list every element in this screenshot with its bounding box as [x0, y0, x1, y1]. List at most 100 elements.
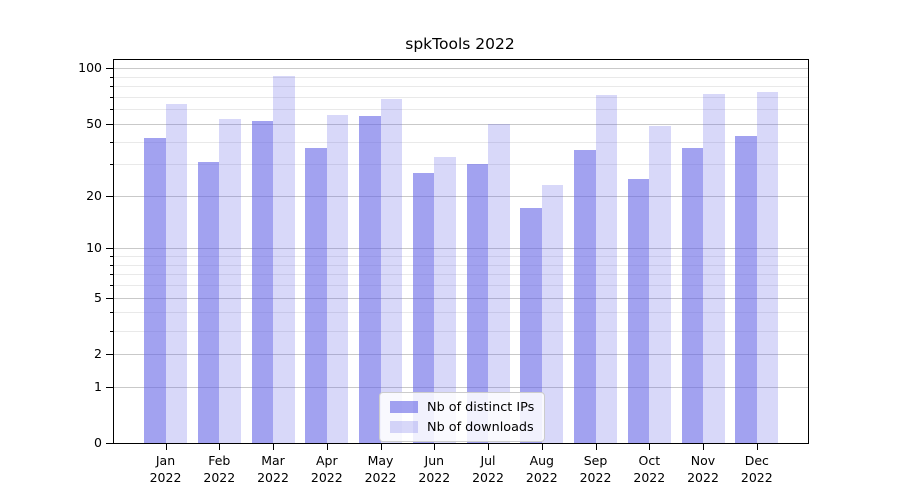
bar-distinct-ips-mar — [251, 120, 273, 443]
x-tick-label: Jun 2022 — [418, 453, 451, 485]
legend-item-distinct-ips: Nb of distinct IPs — [390, 399, 534, 415]
x-axis-tick — [273, 444, 274, 450]
y-tick-label: 1 — [94, 378, 102, 394]
y-tick-label: 100 — [78, 60, 102, 76]
x-tick-label: Oct 2022 — [633, 453, 666, 485]
gridline-major — [114, 353, 808, 355]
bar-downloads-oct — [649, 125, 671, 443]
gridline-major — [114, 386, 808, 388]
gridline-major — [114, 248, 808, 250]
gridline-major — [114, 68, 808, 70]
bar-downloads-jul — [488, 123, 510, 443]
legend-swatch-distinct-ips — [390, 401, 418, 413]
x-tick-label: Jan 2022 — [149, 453, 182, 485]
gridline-minor — [114, 76, 808, 78]
gridline-minor — [114, 274, 808, 276]
y-tick-label: 10 — [86, 240, 102, 256]
y-axis-minor-tick — [110, 76, 113, 78]
chart-title: spkTools 2022 — [405, 35, 515, 53]
y-axis-minor-tick — [110, 164, 113, 166]
gridline-minor — [114, 141, 808, 143]
gridline-minor — [114, 97, 808, 98]
legend-label-downloads: Nb of downloads — [427, 419, 534, 435]
y-axis-tick — [106, 297, 113, 299]
y-axis-tick — [106, 195, 113, 197]
gridline-minor — [114, 264, 808, 266]
gridline-minor — [114, 164, 808, 166]
bar-distinct-ips-jul — [466, 164, 488, 443]
x-tick-label: Jul 2022 — [472, 453, 504, 485]
bar-distinct-ips-jun — [412, 172, 435, 443]
bar-distinct-ips-may — [359, 116, 381, 443]
y-axis-minor-tick — [110, 256, 113, 258]
y-axis-tick — [106, 443, 113, 444]
bar-downloads-apr — [326, 114, 349, 443]
y-axis-minor-tick — [110, 264, 113, 266]
x-axis-tick — [756, 444, 758, 450]
y-axis-minor-tick — [110, 274, 113, 276]
x-axis-tick — [488, 444, 489, 450]
y-axis-minor-tick — [110, 86, 113, 88]
x-tick-label: Aug 2022 — [525, 453, 558, 485]
x-axis-tick — [165, 444, 167, 450]
x-axis-tick — [219, 444, 221, 450]
y-axis-minor-tick — [110, 285, 113, 287]
bar-downloads-mar — [273, 76, 295, 443]
legend-label-distinct-ips: Nb of distinct IPs — [427, 399, 535, 415]
y-axis-minor-tick — [110, 312, 113, 314]
bar-distinct-ips-nov — [681, 147, 703, 443]
x-tick-label: May 2022 — [364, 453, 397, 485]
x-axis-tick — [326, 444, 328, 450]
x-tick-label: Dec 2022 — [740, 453, 773, 485]
x-axis-tick — [434, 444, 436, 450]
y-axis-tick — [106, 386, 113, 388]
gridline-minor — [114, 285, 808, 287]
y-axis-minor-tick — [110, 97, 113, 98]
y-axis-tick — [106, 68, 113, 70]
x-tick-label: Mar 2022 — [257, 453, 289, 485]
bar-distinct-ips-apr — [305, 147, 327, 443]
y-axis-tick — [106, 123, 113, 125]
bar-downloads-nov — [703, 93, 725, 443]
y-axis-minor-tick — [110, 330, 113, 332]
plot-area: Nb of distinct IPs Nb of downloads — [113, 59, 809, 444]
bar-distinct-ips-feb — [197, 161, 220, 443]
y-tick-label: 50 — [86, 115, 102, 131]
y-axis-tick — [106, 248, 113, 250]
bar-downloads-jun — [434, 156, 456, 443]
gridline-minor — [114, 256, 808, 258]
bar-downloads-sep — [595, 94, 617, 443]
legend-item-downloads: Nb of downloads — [390, 419, 534, 435]
x-tick-label: Nov 2022 — [687, 453, 719, 485]
x-tick-label: Sep 2022 — [579, 453, 612, 485]
bar-downloads-dec — [756, 91, 779, 443]
y-tick-label: 20 — [86, 187, 102, 203]
legend: Nb of distinct IPs Nb of downloads — [379, 392, 546, 442]
bar-downloads-feb — [219, 119, 241, 443]
x-axis-tick — [541, 444, 543, 450]
x-axis-tick — [595, 444, 597, 450]
gridline-minor — [114, 330, 808, 332]
bar-distinct-ips-aug — [520, 208, 542, 443]
bar-distinct-ips-dec — [735, 135, 757, 443]
y-tick-label: 5 — [94, 289, 102, 305]
y-axis-minor-tick — [110, 109, 113, 111]
gridline-major — [114, 123, 808, 125]
x-tick-label: Feb 2022 — [203, 453, 236, 485]
gridline-minor — [114, 312, 808, 314]
bar-downloads-aug — [541, 185, 564, 443]
gridline-major — [114, 195, 808, 197]
y-tick-label: 2 — [94, 345, 102, 361]
x-axis-tick — [649, 444, 651, 450]
gridline-minor — [114, 109, 808, 111]
x-axis-tick — [380, 444, 382, 450]
x-axis-tick — [703, 444, 704, 450]
bar-distinct-ips-oct — [627, 178, 650, 443]
bar-distinct-ips-sep — [574, 149, 596, 443]
gridline-minor — [114, 86, 808, 88]
bar-distinct-ips-jan — [144, 137, 166, 443]
y-axis-tick — [106, 353, 113, 355]
x-tick-label: Apr 2022 — [310, 453, 343, 485]
bar-downloads-may — [380, 99, 402, 443]
